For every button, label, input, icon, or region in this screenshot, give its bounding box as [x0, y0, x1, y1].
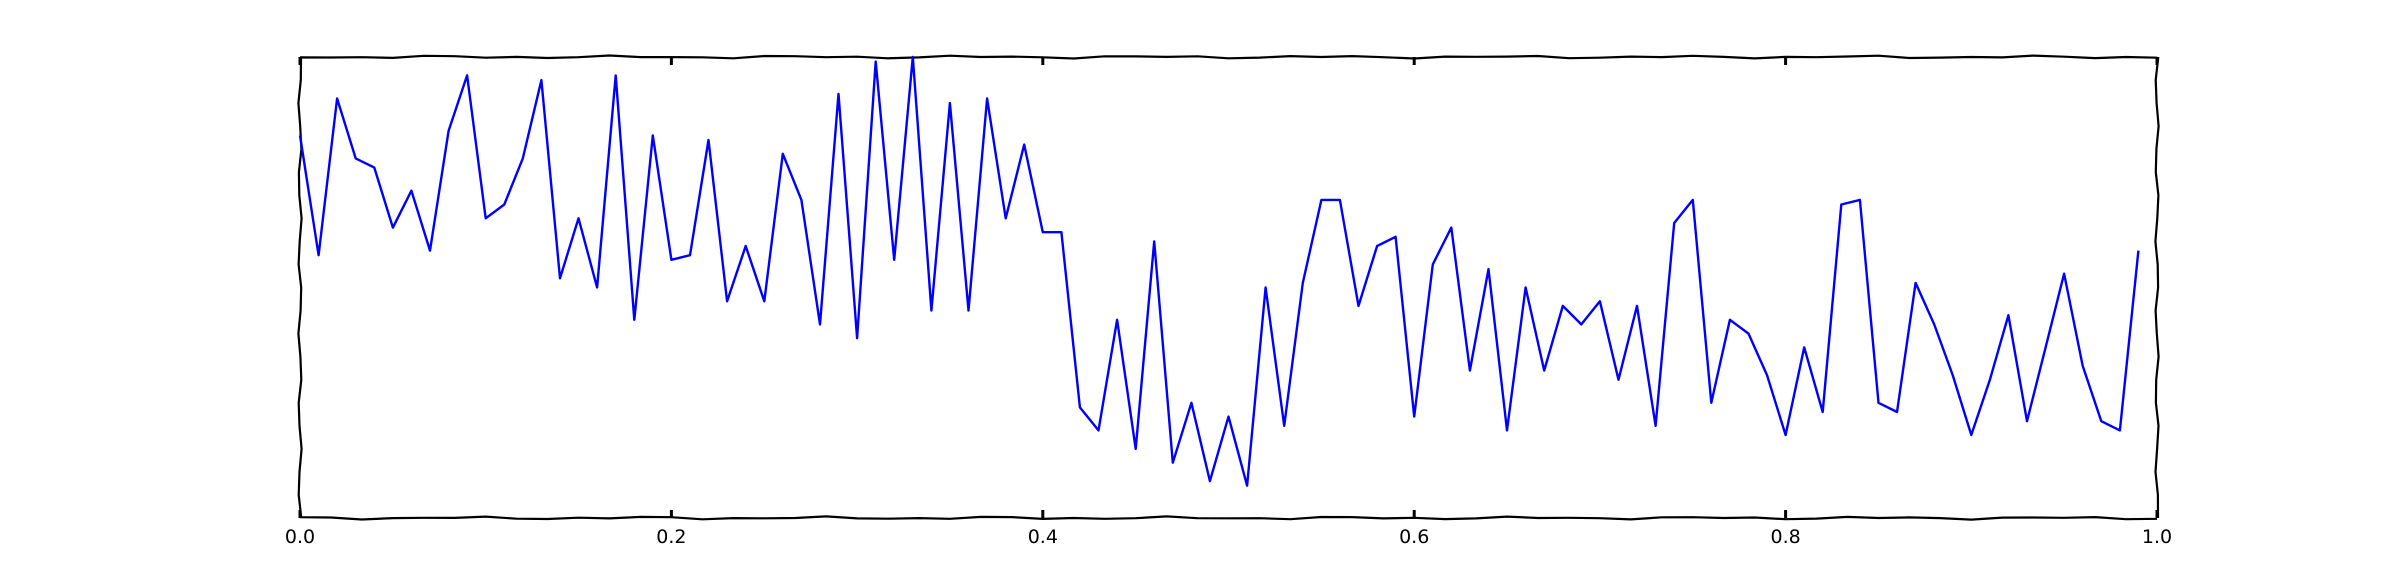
x-ticks [298, 57, 2159, 518]
axes-frame [297, 54, 2160, 521]
x-tick-label: 0.2 [656, 526, 686, 548]
series-line [298, 55, 2140, 487]
x-tick-label: 0.0 [285, 526, 315, 548]
x-tick-label: 0.4 [1028, 526, 1058, 548]
x-tick-labels: 0.0 0.2 0.4 0.6 0.8 1.0 [285, 526, 2172, 548]
x-tick-label: 0.8 [1770, 526, 1800, 548]
x-tick-label: 1.0 [2142, 526, 2172, 548]
x-tick-label: 0.6 [1399, 526, 1429, 548]
